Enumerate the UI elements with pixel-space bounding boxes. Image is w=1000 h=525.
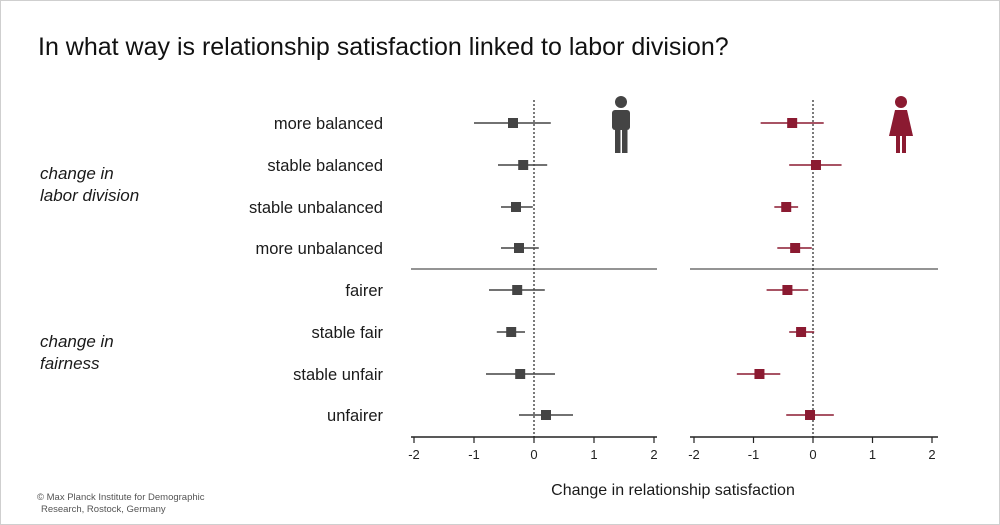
x-tick-label: 1 bbox=[869, 447, 876, 462]
group-label-labor-line2: labor division bbox=[40, 186, 140, 205]
woman-icon-dress bbox=[889, 110, 913, 136]
man-icon-torso bbox=[612, 110, 630, 130]
credit-line2: Research, Rostock, Germany bbox=[41, 504, 166, 515]
group-label-fairness-line2: fairness bbox=[40, 354, 100, 373]
x-tick-label: 0 bbox=[809, 447, 816, 462]
x-tick-label: -2 bbox=[408, 447, 420, 462]
point-estimate bbox=[790, 243, 801, 253]
woman-icon-right-leg bbox=[902, 134, 906, 153]
category-label-2: stable unbalanced bbox=[249, 199, 383, 217]
group-label-labor-division: change in labor division bbox=[40, 163, 139, 207]
x-tick-label: 2 bbox=[928, 447, 935, 462]
copyright-credit: © Max Planck Institute for Demographic R… bbox=[37, 492, 205, 516]
group-label-fairness: change in fairness bbox=[40, 331, 114, 375]
point-estimate bbox=[754, 369, 765, 379]
woman-icon-head bbox=[895, 96, 907, 108]
x-tick-label: -1 bbox=[748, 447, 760, 462]
point-estimate bbox=[518, 160, 529, 170]
category-label-1: stable balanced bbox=[267, 157, 383, 175]
x-tick-label: -2 bbox=[688, 447, 700, 462]
category-label-5: stable fair bbox=[311, 324, 383, 342]
man-icon-left-leg bbox=[615, 126, 621, 153]
credit-line1: © Max Planck Institute for Demographic bbox=[37, 492, 205, 503]
man-icon-right-leg bbox=[622, 126, 628, 153]
point-estimate bbox=[782, 285, 793, 295]
point-estimate bbox=[541, 410, 551, 420]
x-tick-label: 0 bbox=[530, 447, 537, 462]
category-label-4: fairer bbox=[345, 282, 383, 300]
point-estimate bbox=[511, 202, 521, 212]
point-estimate bbox=[506, 327, 517, 337]
point-estimate bbox=[805, 410, 816, 420]
category-label-6: stable unfair bbox=[293, 366, 383, 384]
man-icon bbox=[612, 96, 630, 153]
x-tick-label: 2 bbox=[650, 447, 657, 462]
category-label-7: unfairer bbox=[327, 407, 383, 425]
point-estimate bbox=[512, 285, 523, 295]
woman-icon bbox=[889, 96, 913, 153]
point-estimate bbox=[810, 160, 821, 170]
woman-icon-left-leg bbox=[896, 134, 900, 153]
man-icon-head bbox=[615, 96, 627, 108]
category-label-0: more balanced bbox=[274, 115, 383, 133]
category-label-3: more unbalanced bbox=[255, 240, 383, 258]
point-estimate bbox=[781, 202, 792, 212]
point-estimate bbox=[787, 118, 798, 128]
x-tick-label: 1 bbox=[590, 447, 597, 462]
point-estimate bbox=[508, 118, 518, 128]
group-label-labor-line1: change in bbox=[40, 164, 114, 183]
x-tick-label: -1 bbox=[468, 447, 480, 462]
point-estimate bbox=[514, 243, 524, 253]
group-label-fairness-line1: change in bbox=[40, 332, 114, 351]
point-estimate bbox=[515, 369, 526, 379]
chart-title: In what way is relationship satisfaction… bbox=[38, 33, 729, 61]
point-estimate bbox=[796, 327, 807, 337]
x-axis-title: Change in relationship satisfaction bbox=[551, 482, 795, 499]
